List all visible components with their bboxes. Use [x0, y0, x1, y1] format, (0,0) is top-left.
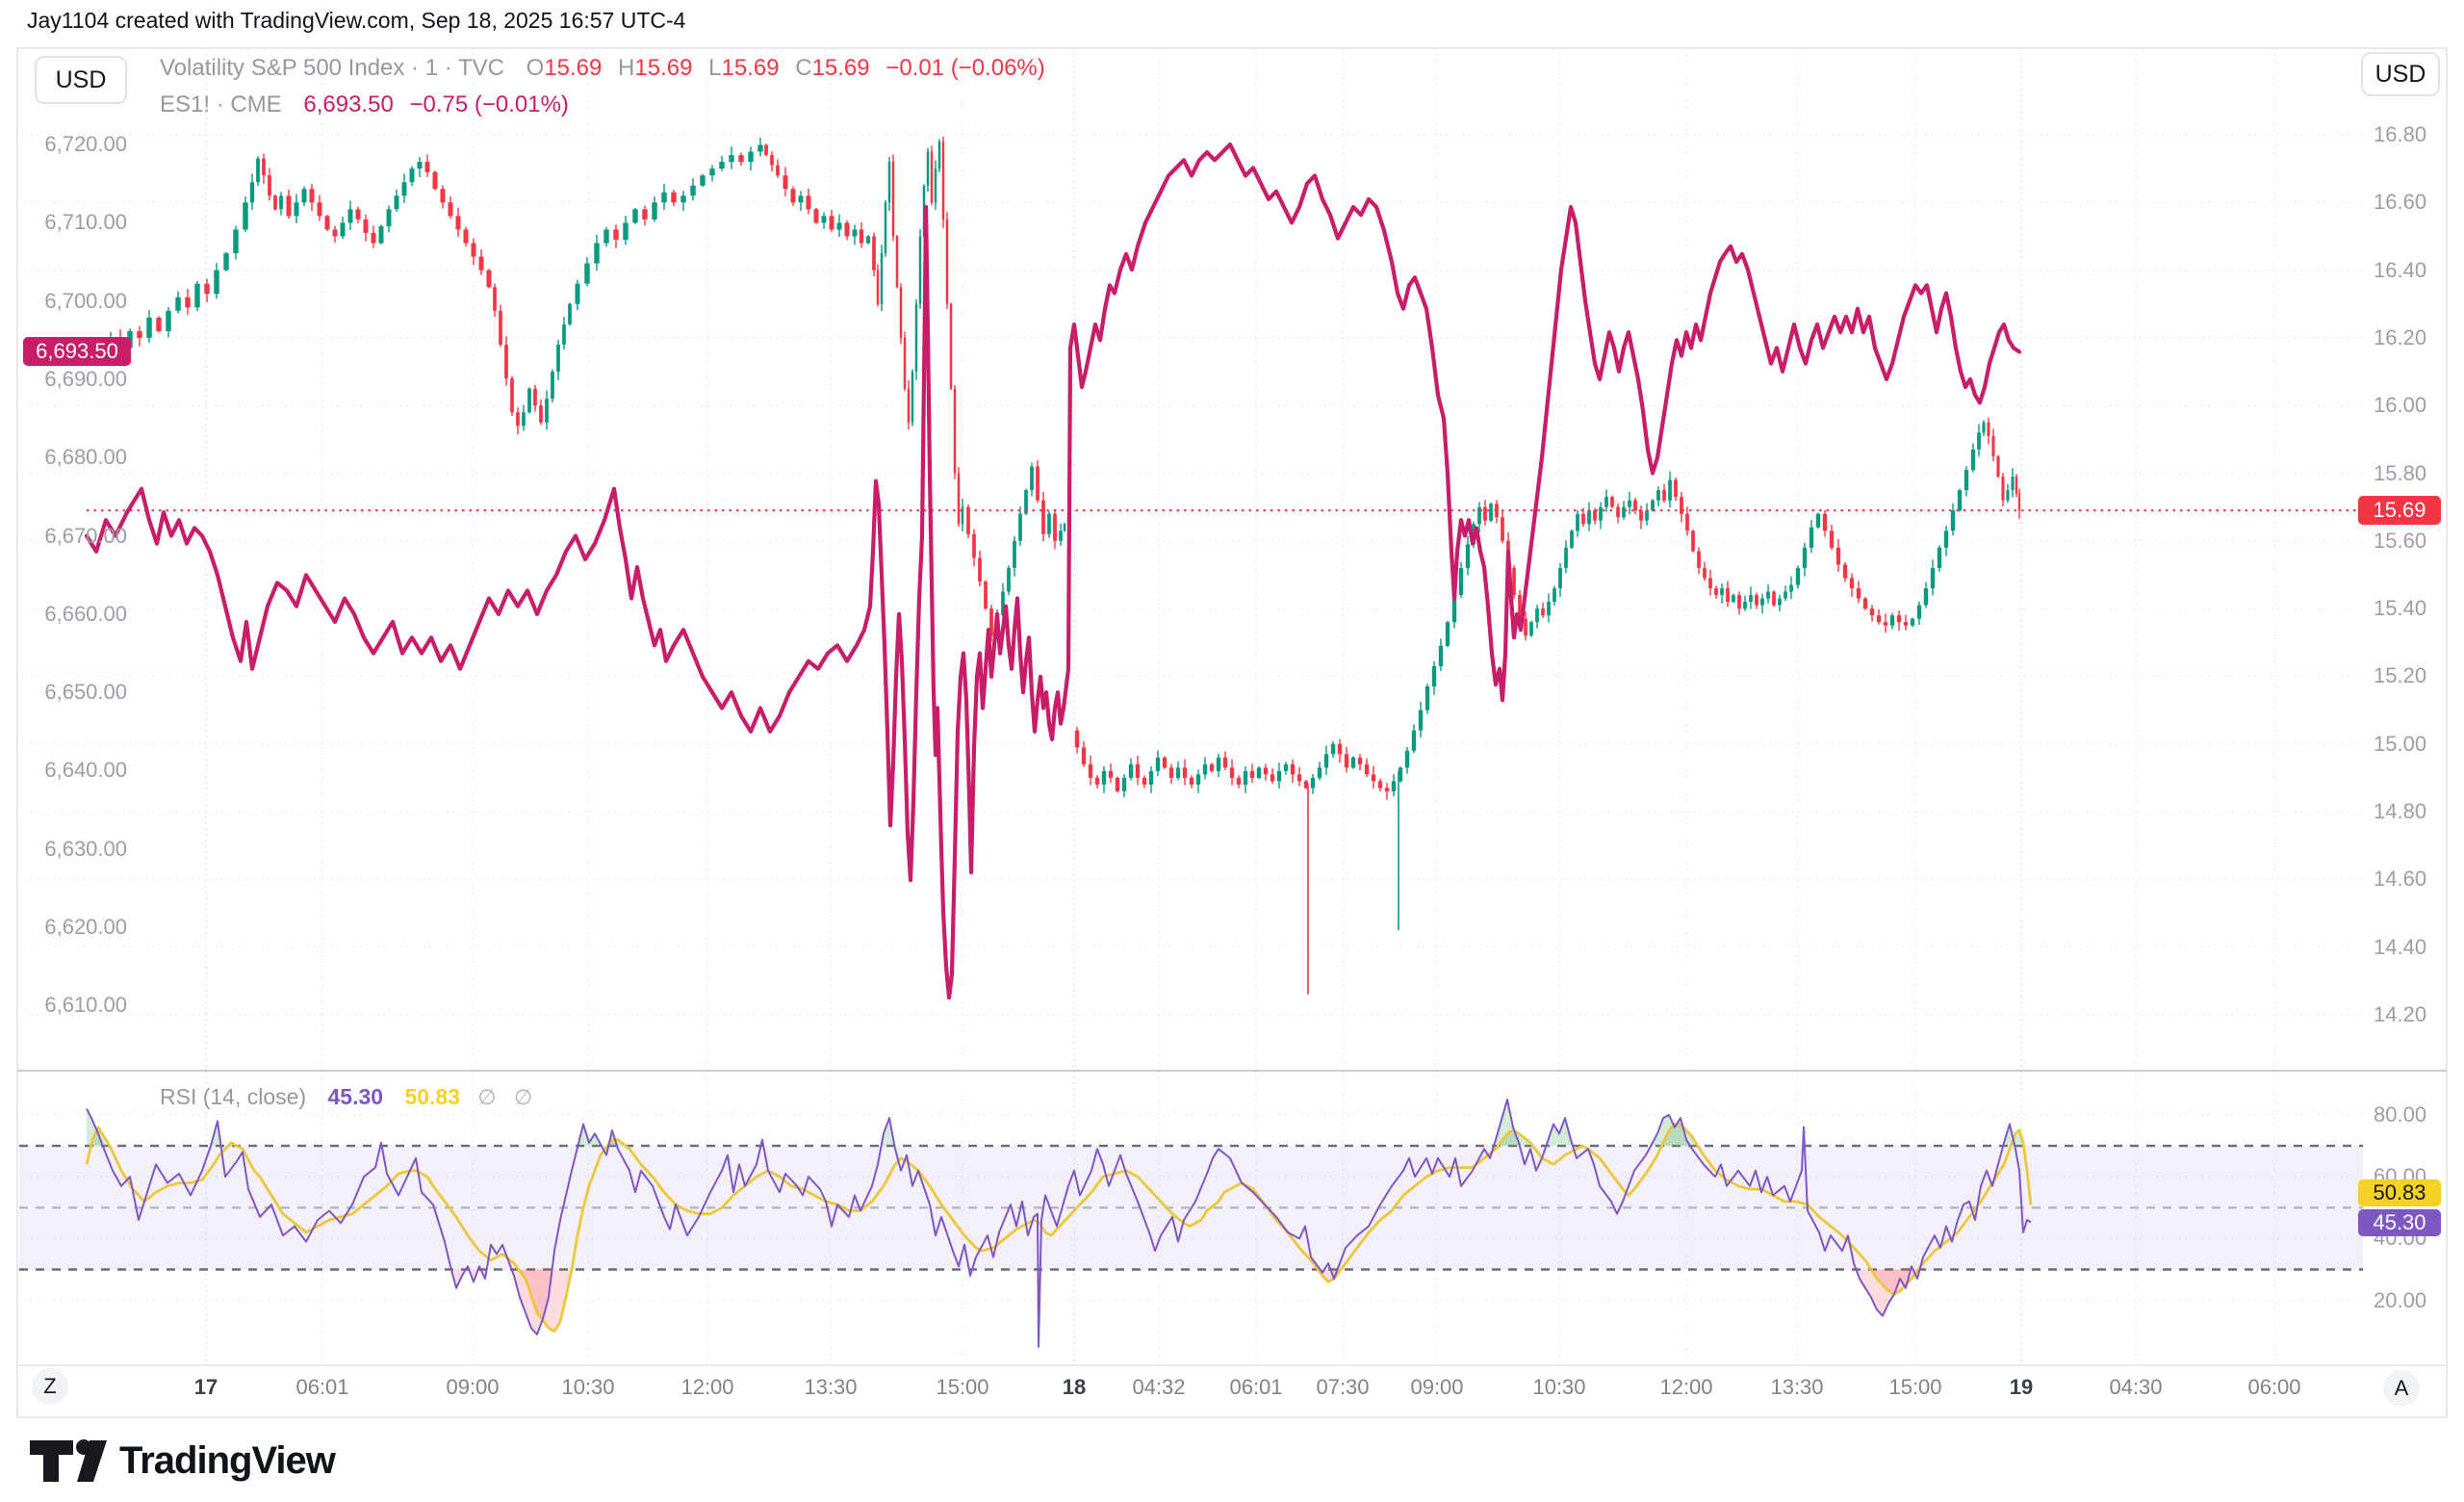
left-axis-label: 6,670.00 [44, 523, 127, 548]
right-axis-label: 15.00 [2374, 731, 2427, 756]
right-axis-label: 16.80 [2374, 122, 2427, 146]
right-axis-label: 16.00 [2374, 393, 2427, 418]
right-axis-label: 14.20 [2374, 1001, 2427, 1026]
tradingview-logo[interactable]: TradingView [29, 1435, 336, 1487]
hidden-input-icon[interactable]: ∅ [513, 1085, 533, 1109]
time-axis-label: 13:30 [1770, 1375, 1824, 1399]
left-axis-label: 6,690.00 [44, 366, 127, 391]
right-axis-label: 16.40 [2374, 257, 2427, 282]
left-axis-label: 6,640.00 [44, 758, 127, 783]
symbol-title: Volatility S&P 500 Index · 1 · TVC [160, 55, 504, 81]
right-axis-label: 14.80 [2374, 799, 2427, 823]
auto-scale-button[interactable]: A [2383, 1370, 2420, 1407]
right-axis-label: 16.60 [2374, 190, 2427, 215]
right-axis-label: 14.40 [2374, 934, 2427, 959]
right-axis-label: 15.60 [2374, 528, 2427, 553]
rsi-ma-value: 50.83 [404, 1084, 461, 1109]
high-value: 15.69 [634, 55, 693, 81]
rsi-axis-label: 20.00 [2374, 1287, 2427, 1312]
left-axis-label: 6,650.00 [44, 680, 127, 705]
time-axis-label: 18 [1062, 1375, 1087, 1399]
time-axis-label: 12:00 [680, 1375, 734, 1399]
symbol-title-es: ES1! · CME [160, 91, 282, 117]
left-axis-label: 6,660.00 [44, 601, 127, 626]
change-value: −0.01 (−0.06%) [886, 55, 1045, 81]
legend-row-vix: Volatility S&P 500 Index · 1 · TVC O15.6… [160, 50, 1045, 87]
right-axis-label: 16.20 [2374, 324, 2427, 350]
rsi-legend: RSI (14, close) 45.30 50.83 ∅ ∅ [160, 1084, 532, 1110]
left-currency-button[interactable]: USD [35, 56, 127, 104]
rsi-value: 45.30 [327, 1084, 384, 1109]
close-value: 15.69 [811, 55, 870, 81]
right-axis-label: 15.40 [2374, 596, 2427, 621]
left-axis-label: 6,620.00 [44, 915, 127, 939]
high-label: H [618, 55, 635, 81]
time-axis-label: 06:01 [295, 1375, 349, 1399]
left-axis-label: 6,630.00 [44, 836, 127, 861]
time-axis-label: 09:00 [446, 1375, 500, 1399]
rsi-ma-badge: 50.83 [2358, 1179, 2441, 1206]
time-axis-label: 13:30 [804, 1375, 858, 1399]
rsi-title: RSI (14, close) [160, 1084, 307, 1109]
time-axis-label: 04:32 [1132, 1375, 1186, 1399]
tradingview-logo-icon [30, 1439, 107, 1482]
close-label: C [795, 55, 812, 81]
time-axis-label: 06:00 [2247, 1375, 2301, 1399]
right-currency-button[interactable]: USD [2361, 52, 2440, 96]
time-axis-label: 04:30 [2109, 1375, 2163, 1399]
es-change: −0.75 (−0.01%) [409, 91, 569, 117]
open-value: 15.69 [544, 55, 603, 81]
left-axis-label: 6,720.00 [44, 132, 127, 156]
main-legend: Volatility S&P 500 Index · 1 · TVC O15.6… [160, 50, 1045, 123]
time-axis-label: 09:00 [1410, 1375, 1464, 1399]
hidden-input-icon[interactable]: ∅ [477, 1085, 497, 1109]
time-axis-label: 17 [193, 1375, 218, 1399]
low-value: 15.69 [721, 55, 780, 81]
open-label: O [526, 55, 545, 81]
time-axis-label: 15:00 [936, 1375, 989, 1399]
right-axis-label: 15.80 [2374, 460, 2427, 485]
es-price: 6,693.50 [303, 91, 394, 117]
left-axis-label: 6,700.00 [44, 288, 127, 313]
vix-price-badge: 15.69 [2358, 496, 2441, 525]
rsi-badge: 45.30 [2358, 1209, 2441, 1236]
left-axis-label: 6,710.00 [44, 210, 127, 235]
timezone-button[interactable]: Z [32, 1368, 68, 1405]
right-axis-label: 15.20 [2374, 663, 2427, 688]
es-price-badge: 6,693.50 [23, 337, 131, 366]
time-axis-label: 07:30 [1316, 1375, 1370, 1399]
time-axis-label: 06:01 [1229, 1375, 1283, 1399]
left-axis-label: 6,610.00 [44, 993, 127, 1018]
right-axis-label: 14.60 [2374, 867, 2427, 892]
legend-row-es: ES1! · CME 6,693.50 −0.75 (−0.01%) [160, 87, 1045, 123]
time-axis-label: 10:30 [1532, 1375, 1586, 1399]
time-axis-label: 10:30 [561, 1375, 615, 1399]
low-label: L [708, 55, 722, 81]
tradingview-wordmark: TradingView [119, 1438, 336, 1482]
time-axis-label: 19 [2009, 1375, 2034, 1399]
time-axis-label: 15:00 [1888, 1375, 1942, 1399]
attribution-header: Jay1104 created with TradingView.com, Se… [27, 8, 686, 33]
rsi-axis-label: 80.00 [2374, 1102, 2427, 1126]
time-axis-label: 12:00 [1659, 1375, 1713, 1399]
left-axis-label: 6,680.00 [44, 445, 127, 470]
